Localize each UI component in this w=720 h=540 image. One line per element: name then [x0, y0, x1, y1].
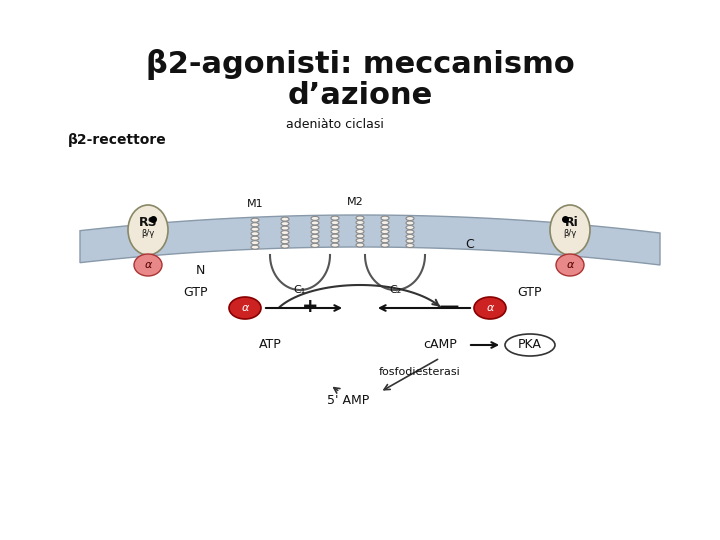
Ellipse shape — [406, 244, 414, 247]
Text: 5' AMP: 5' AMP — [327, 394, 369, 407]
Ellipse shape — [311, 234, 319, 239]
Ellipse shape — [331, 221, 339, 225]
Ellipse shape — [505, 334, 555, 356]
Ellipse shape — [311, 239, 319, 243]
Ellipse shape — [251, 245, 259, 249]
Ellipse shape — [356, 225, 364, 229]
Text: —: — — [441, 296, 459, 315]
Ellipse shape — [406, 234, 414, 239]
Text: α: α — [241, 303, 248, 313]
Ellipse shape — [550, 205, 590, 255]
Text: d’azione: d’azione — [287, 80, 433, 110]
Ellipse shape — [406, 217, 414, 220]
Text: adeniàto ciclasi: adeniàto ciclasi — [286, 118, 384, 132]
Ellipse shape — [406, 239, 414, 243]
Text: GTP: GTP — [184, 286, 208, 299]
Text: cAMP: cAMP — [423, 339, 457, 352]
Ellipse shape — [128, 205, 168, 255]
Ellipse shape — [311, 221, 319, 225]
Ellipse shape — [281, 221, 289, 226]
Ellipse shape — [381, 225, 389, 229]
Ellipse shape — [331, 230, 339, 234]
Text: β2-agonisti: meccanismo: β2-agonisti: meccanismo — [145, 50, 575, 80]
Ellipse shape — [311, 225, 319, 229]
Ellipse shape — [381, 239, 389, 242]
Text: α: α — [486, 303, 494, 313]
Text: M1: M1 — [247, 199, 264, 209]
Ellipse shape — [281, 231, 289, 235]
Polygon shape — [80, 215, 660, 265]
Text: M2: M2 — [346, 197, 364, 207]
Text: C₂: C₂ — [389, 285, 401, 295]
Ellipse shape — [229, 297, 261, 319]
Text: +: + — [302, 296, 318, 315]
Ellipse shape — [311, 217, 319, 220]
Ellipse shape — [281, 226, 289, 230]
Ellipse shape — [356, 216, 364, 220]
Ellipse shape — [331, 225, 339, 229]
Text: β/γ: β/γ — [141, 228, 155, 238]
Ellipse shape — [251, 232, 259, 236]
Text: fosfodiesterasi: fosfodiesterasi — [379, 367, 461, 377]
Text: RS: RS — [139, 215, 157, 228]
Text: β2-recettore: β2-recettore — [68, 133, 167, 147]
Text: α: α — [144, 260, 152, 270]
Text: β/γ: β/γ — [563, 228, 577, 238]
Text: GTP: GTP — [518, 286, 542, 299]
Ellipse shape — [381, 243, 389, 247]
Ellipse shape — [331, 243, 339, 247]
Ellipse shape — [356, 230, 364, 233]
Ellipse shape — [474, 297, 506, 319]
Ellipse shape — [356, 243, 364, 247]
Ellipse shape — [406, 230, 414, 234]
Ellipse shape — [556, 254, 584, 276]
Text: C: C — [466, 239, 474, 252]
Text: PKA: PKA — [518, 339, 542, 352]
Ellipse shape — [331, 239, 339, 242]
Ellipse shape — [281, 217, 289, 221]
Ellipse shape — [381, 234, 389, 238]
Ellipse shape — [356, 239, 364, 242]
Ellipse shape — [251, 236, 259, 240]
Ellipse shape — [134, 254, 162, 276]
Text: ATP: ATP — [258, 339, 282, 352]
Ellipse shape — [311, 230, 319, 234]
Ellipse shape — [331, 234, 339, 238]
Ellipse shape — [251, 227, 259, 231]
Ellipse shape — [311, 244, 319, 247]
Text: N: N — [195, 264, 204, 276]
Ellipse shape — [281, 244, 289, 248]
Ellipse shape — [381, 216, 389, 220]
Ellipse shape — [251, 222, 259, 227]
Ellipse shape — [356, 234, 364, 238]
Ellipse shape — [381, 221, 389, 225]
Text: C₁: C₁ — [294, 285, 306, 295]
Ellipse shape — [251, 218, 259, 222]
Ellipse shape — [406, 226, 414, 230]
Ellipse shape — [281, 235, 289, 239]
Ellipse shape — [356, 220, 364, 225]
Ellipse shape — [381, 230, 389, 234]
Text: Ri: Ri — [565, 215, 579, 228]
Ellipse shape — [331, 216, 339, 220]
Ellipse shape — [281, 240, 289, 244]
Ellipse shape — [406, 221, 414, 225]
Text: α: α — [567, 260, 574, 270]
Ellipse shape — [251, 241, 259, 245]
